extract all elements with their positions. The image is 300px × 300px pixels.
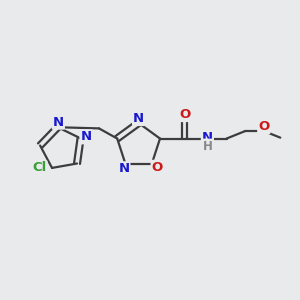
Text: O: O [152, 161, 163, 174]
Text: O: O [258, 120, 269, 133]
Text: O: O [179, 108, 190, 121]
Text: N: N [133, 112, 144, 125]
Text: Cl: Cl [32, 161, 46, 174]
Text: H: H [202, 140, 212, 152]
Text: N: N [80, 130, 92, 143]
Text: N: N [202, 130, 213, 143]
Text: N: N [118, 162, 129, 175]
Text: N: N [53, 116, 64, 129]
